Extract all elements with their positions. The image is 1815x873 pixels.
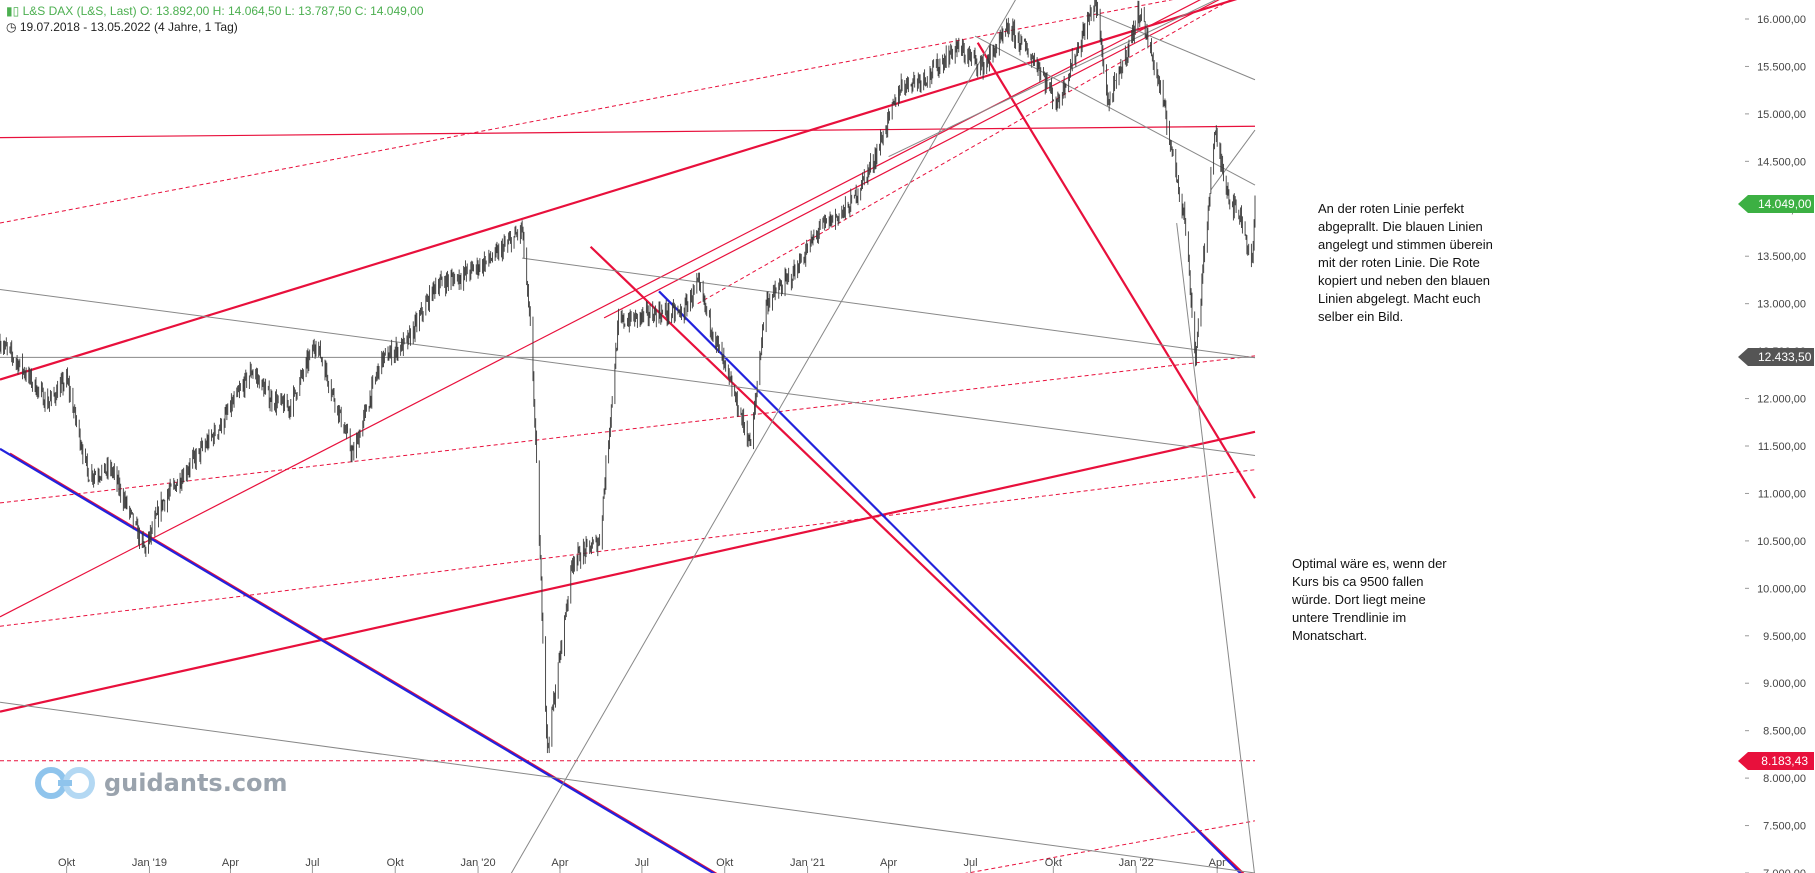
- price-label: 8.183,43: [1738, 751, 1814, 770]
- y-tick-label: 15.500,00: [1757, 61, 1806, 73]
- logo-text: guidants.com: [104, 769, 288, 797]
- x-tick-label: Jul: [305, 857, 319, 869]
- red-trendline: [0, 469, 1256, 627]
- guidants-logo-icon: [35, 767, 95, 799]
- y-tick-label: 13.500,00: [1757, 251, 1806, 263]
- grey-trendline: [0, 288, 1256, 456]
- red-trendline: [697, 0, 1232, 305]
- instrument-name: L&S DAX (L&S, Last): [22, 4, 137, 18]
- instrument-header: ▮▯ L&S DAX (L&S, Last) O: 13.892,00 H: 1…: [6, 4, 424, 18]
- grey-trendline: [0, 701, 1256, 873]
- price-label: 12.433,50: [1738, 348, 1814, 367]
- y-tick-label: 12.000,00: [1757, 394, 1806, 406]
- blue-trendline: [0, 447, 716, 873]
- x-tick-label: Jul: [963, 857, 977, 869]
- x-tick-label: Apr: [551, 857, 568, 869]
- blue-trendline: [658, 290, 1242, 873]
- y-tick-label: 9.500,00: [1763, 631, 1806, 643]
- grey-trendline: [1210, 129, 1256, 191]
- trendlines: [0, 0, 1256, 873]
- price-label: 14.049,00: [1738, 195, 1814, 214]
- x-tick-label: Apr: [880, 857, 897, 869]
- x-tick-label: Apr: [222, 857, 239, 869]
- x-tick-label: Okt: [58, 857, 75, 869]
- red-trendline: [589, 245, 1245, 873]
- x-tick-label: Okt: [387, 857, 404, 869]
- grey-trendline: [1176, 222, 1255, 873]
- grey-trendline: [974, 35, 1256, 186]
- red-trendline: [976, 42, 1256, 499]
- x-tick-label: Jan '19: [132, 857, 167, 869]
- y-tick-label: 8.000,00: [1763, 773, 1806, 785]
- period-label: (4 Jahre, 1 Tag): [153, 20, 238, 34]
- y-tick-label: 11.500,00: [1758, 441, 1806, 453]
- range-header: ◷ 19.07.2018 - 13.05.2022 (4 Jahre, 1 Ta…: [6, 20, 238, 34]
- red-trendline: [0, 0, 1201, 618]
- y-tick-label: 14.500,00: [1757, 156, 1806, 168]
- x-tick-label: Jan '22: [1119, 857, 1154, 869]
- y-tick-label: 15.000,00: [1757, 109, 1806, 121]
- grey-trendline: [1095, 12, 1256, 81]
- red-trendline: [0, 125, 1256, 139]
- x-tick-label: Jan '21: [790, 857, 825, 869]
- x-tick-label: Apr: [1209, 857, 1226, 869]
- grey-trendline: [510, 0, 1016, 873]
- y-tick-label: 9.000,00: [1763, 678, 1806, 690]
- red-trendline: [603, 0, 1220, 319]
- grey-trendline: [522, 257, 1256, 359]
- axes: 16.000,0015.500,0015.000,0014.500,0014.0…: [58, 14, 1806, 873]
- red-trendline: [9, 452, 718, 873]
- y-tick-label: 7.000,00: [1763, 868, 1806, 873]
- y-tick-label: 10.000,00: [1757, 583, 1806, 595]
- red-trendline: [0, 355, 1256, 504]
- guidants-logo[interactable]: guidants.com: [34, 766, 288, 800]
- x-tick-label: Okt: [716, 857, 733, 869]
- red-trendline: [0, 430, 1256, 713]
- x-tick-label: Jan '20: [460, 857, 495, 869]
- annotation-text[interactable]: Optimal wäre es, wenn der Kurs bis ca 95…: [1292, 556, 1447, 643]
- date-range: 19.07.2018 - 13.05.2022: [19, 20, 151, 34]
- red-trendline: [0, 0, 1238, 381]
- y-tick-label: 16.000,00: [1757, 14, 1806, 26]
- y-tick-label: 13.000,00: [1757, 299, 1806, 311]
- y-tick-label: 11.000,00: [1758, 488, 1806, 500]
- grey-trendline: [888, 0, 1217, 158]
- x-tick-label: Jul: [635, 857, 649, 869]
- clock-icon[interactable]: ◷: [6, 20, 17, 34]
- red-trendline: [0, 0, 1174, 224]
- y-tick-label: 7.500,00: [1763, 821, 1806, 833]
- y-tick-label: 8.500,00: [1763, 726, 1806, 738]
- ohlc-values: O: 13.892,00 H: 14.064,50 L: 13.787,50 C…: [139, 4, 424, 18]
- candles-icon[interactable]: ▮▯: [6, 4, 20, 18]
- candles: [0, 0, 1256, 754]
- annotation-text[interactable]: An der roten Linie perfekt abgeprallt. D…: [1318, 201, 1493, 324]
- x-tick-label: Okt: [1045, 857, 1062, 869]
- y-tick-label: 10.500,00: [1757, 536, 1806, 548]
